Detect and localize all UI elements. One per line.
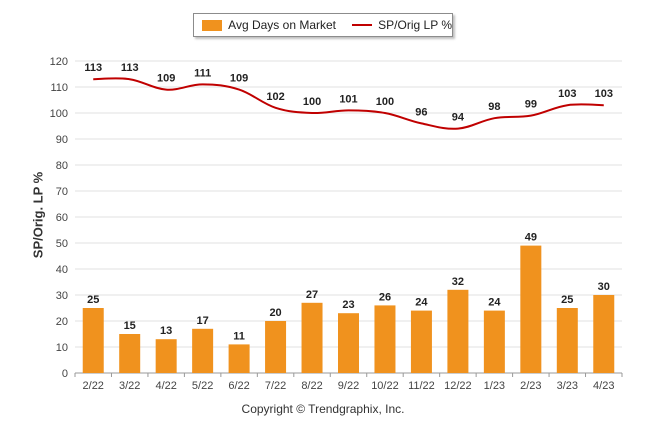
series-line [93, 77, 604, 130]
x-tick-label: 11/22 [408, 380, 435, 392]
bar-value-label: 25 [561, 294, 573, 306]
x-tick-label: 10/22 [371, 380, 399, 392]
bar [520, 245, 542, 373]
x-tick-label: 3/22 [119, 380, 140, 392]
grid-lines [75, 60, 622, 374]
bar [410, 310, 432, 373]
bar-value-label: 20 [269, 307, 281, 319]
line-value-label: 99 [525, 99, 537, 111]
bar [447, 289, 469, 373]
bar [192, 328, 214, 373]
bar-value-label: 13 [160, 325, 172, 337]
line-value-label: 100 [376, 96, 394, 108]
x-tick-label: 5/22 [192, 380, 213, 392]
bar [119, 334, 141, 373]
legend: Avg Days on Market SP/Orig LP % [193, 13, 453, 37]
x-axis: 2/22 3/22 4/22 5/22 6/22 7/22 8/22 9/22 10/22 11/… [74, 373, 623, 392]
x-tick-label: 9/22 [338, 380, 359, 392]
bar [374, 305, 396, 373]
bar-value-label: 17 [197, 315, 209, 327]
x-tick-label: 4/22 [155, 380, 176, 392]
line-value-label: 109 [157, 73, 175, 85]
x-tick-label: 7/22 [265, 380, 286, 392]
bar-series [82, 245, 615, 373]
copyright: Copyright © Trendgraphix, Inc. [241, 402, 405, 416]
line-value-label: 94 [452, 112, 465, 124]
x-tick-label: 4/23 [593, 380, 614, 392]
y-tick-label: 60 [56, 212, 68, 224]
line-value-label: 100 [303, 96, 321, 108]
x-tick-label: 12/22 [444, 380, 472, 392]
y-tick-label: 90 [56, 134, 68, 146]
legend-swatch-bar [202, 19, 223, 31]
bar [228, 344, 250, 373]
bar [556, 308, 578, 373]
bar-value-label: 27 [306, 289, 318, 301]
y-axis: 0 10 20 30 40 50 60 70 80 90 100 110 120 [50, 56, 68, 380]
bar-value-label: 15 [124, 320, 136, 332]
bar-value-label: 32 [452, 276, 464, 288]
x-tick-label: 6/22 [228, 380, 249, 392]
bar [593, 295, 615, 373]
bar [82, 308, 104, 373]
legend-label-bar: Avg Days on Market [228, 18, 336, 32]
bar [483, 310, 505, 373]
data-labels: 25 15 13 17 11 20 27 23 26 24 32 24 49 25 30 113 113 109 1… [84, 62, 613, 342]
line-value-label: 111 [194, 67, 211, 79]
line-value-label: 101 [339, 93, 357, 105]
x-tick-label: 3/23 [557, 380, 578, 392]
y-tick-label: 0 [62, 368, 68, 380]
bar-value-label: 24 [488, 297, 501, 309]
y-tick-label: 110 [50, 82, 68, 94]
y-tick-label: 70 [56, 186, 68, 198]
y-tick-label: 100 [50, 108, 68, 120]
y-tick-label: 30 [56, 290, 68, 302]
y-tick-label: 40 [56, 264, 68, 276]
bar-value-label: 23 [342, 299, 354, 311]
bar-value-label: 30 [598, 281, 610, 293]
y-axis-label: SP/Orig. LP % [30, 171, 46, 259]
y-tick-label: 80 [56, 160, 68, 172]
bar-value-label: 49 [525, 232, 537, 244]
bar [301, 302, 323, 373]
x-tick-label: 2/22 [83, 380, 104, 392]
x-tick-label: 2/23 [520, 380, 541, 392]
y-tick-label: 20 [56, 316, 68, 328]
line-value-label: 103 [558, 88, 576, 100]
line-value-label: 109 [230, 73, 248, 85]
y-tick-label: 50 [56, 238, 68, 250]
legend-label-line: SP/Orig LP % [378, 18, 452, 32]
x-tick-label: 8/22 [301, 380, 322, 392]
line-value-label: 113 [121, 62, 139, 74]
bar [265, 321, 287, 373]
line-value-label: 96 [415, 106, 427, 118]
bar-value-label: 26 [379, 291, 391, 303]
line-value-label: 102 [266, 91, 284, 103]
x-tick-label: 1/23 [484, 380, 505, 392]
y-tick-label: 10 [56, 342, 68, 354]
line-value-label: 103 [595, 88, 613, 100]
y-tick-label: 120 [50, 56, 68, 68]
line-series [93, 77, 604, 130]
bar-value-label: 11 [233, 330, 245, 342]
line-value-label: 98 [488, 101, 500, 113]
legend-swatch-line [352, 24, 373, 26]
bar [338, 313, 359, 373]
line-value-label: 113 [84, 62, 102, 74]
bar [155, 339, 177, 373]
bar-value-label: 24 [415, 297, 428, 309]
bar-value-label: 25 [87, 294, 99, 306]
